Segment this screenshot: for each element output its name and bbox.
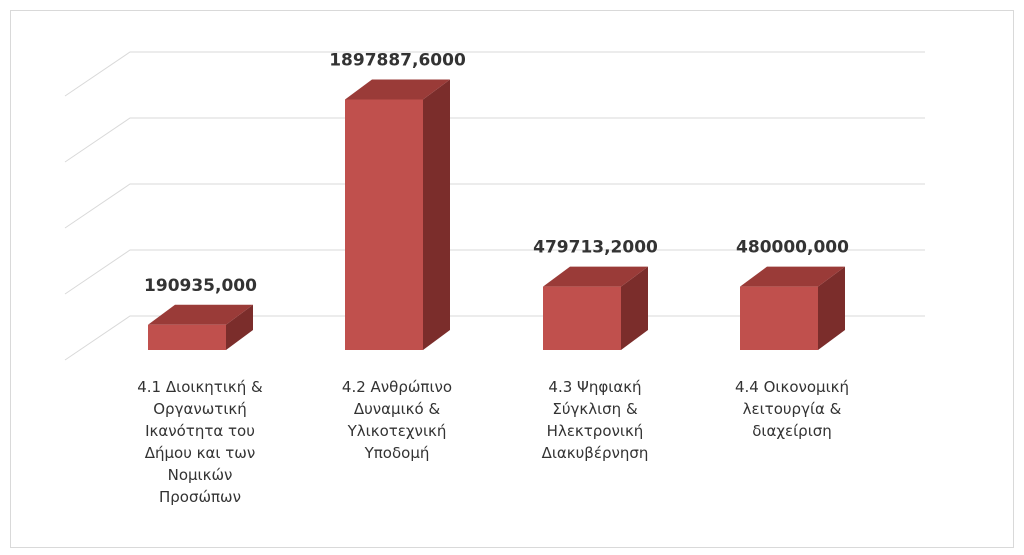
bar-top xyxy=(148,304,253,325)
bar-side xyxy=(423,79,450,351)
x-tick-label: 4.2 Ανθρώπινο Δυναμικό & Υλικοτεχνική Υπ… xyxy=(341,378,453,462)
grid-line xyxy=(64,51,925,97)
grid-line xyxy=(64,183,925,229)
bar xyxy=(148,304,253,350)
bar xyxy=(345,79,450,351)
chart-border xyxy=(10,10,1014,548)
bar-front xyxy=(543,286,621,350)
grid-line xyxy=(64,117,925,163)
bar-side xyxy=(621,266,648,350)
value-label: 190935,000 xyxy=(144,276,257,296)
bar-top xyxy=(543,266,648,287)
value-label: 480000,000 xyxy=(736,238,849,258)
bar-side xyxy=(226,304,253,350)
grid-line xyxy=(64,249,925,295)
bar-front xyxy=(345,99,423,350)
value-label: 479713,2000 xyxy=(533,238,658,258)
x-tick-label: 4.3 Ψηφιακή Σύγκλιση & Ηλεκτρονική Διακυ… xyxy=(541,378,649,462)
bar xyxy=(740,266,845,350)
x-tick-label: 4.1 Διοικητική & Οργανωτική Ικανότητα το… xyxy=(137,378,263,506)
bar xyxy=(543,266,648,350)
grid-line xyxy=(64,315,925,361)
x-tick-label: 4.4 Οικονομική λειτουργία & διαχείριση xyxy=(734,378,850,440)
bar-top xyxy=(740,266,845,287)
bar-side xyxy=(818,266,845,350)
bar-front xyxy=(740,286,818,350)
bar-front xyxy=(148,324,226,350)
value-label: 1897887,6000 xyxy=(329,50,466,70)
bar-top xyxy=(345,79,450,100)
